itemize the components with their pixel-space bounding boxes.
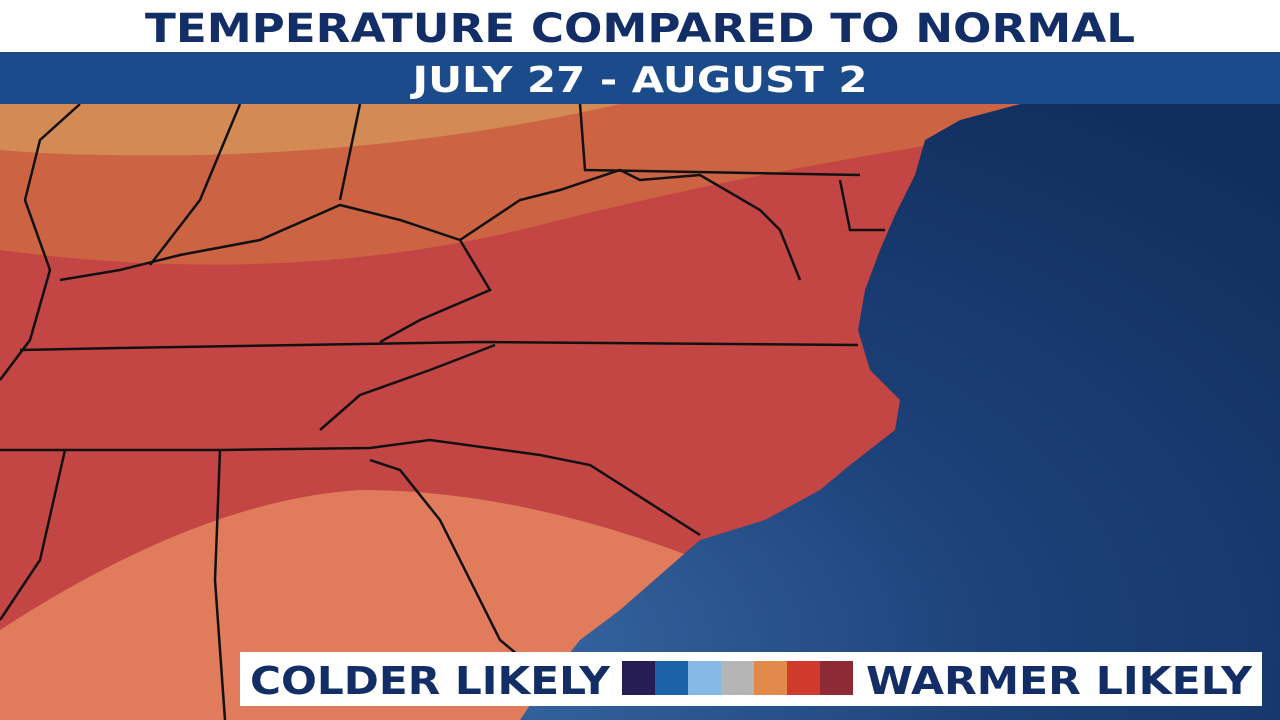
legend-swatch — [622, 661, 655, 695]
subtitle-bar — [0, 52, 1280, 104]
legend-right-label: WARMER LIKELY — [866, 659, 1253, 703]
band-cool — [0, 104, 620, 156]
legend-swatch — [820, 661, 853, 695]
title-bar — [0, 0, 1280, 52]
legend-swatch — [787, 661, 820, 695]
legend-swatch — [688, 661, 721, 695]
legend-swatch — [721, 661, 754, 695]
legend-swatch — [754, 661, 787, 695]
subtitle: JULY 27 - AUGUST 2 — [409, 60, 867, 101]
legend-swatches — [622, 661, 853, 695]
title: TEMPERATURE COMPARED TO NORMAL — [145, 6, 1135, 52]
legend-left-label: COLDER LIKELY — [250, 659, 611, 703]
state-lines — [0, 104, 885, 720]
legend-swatch — [655, 661, 688, 695]
